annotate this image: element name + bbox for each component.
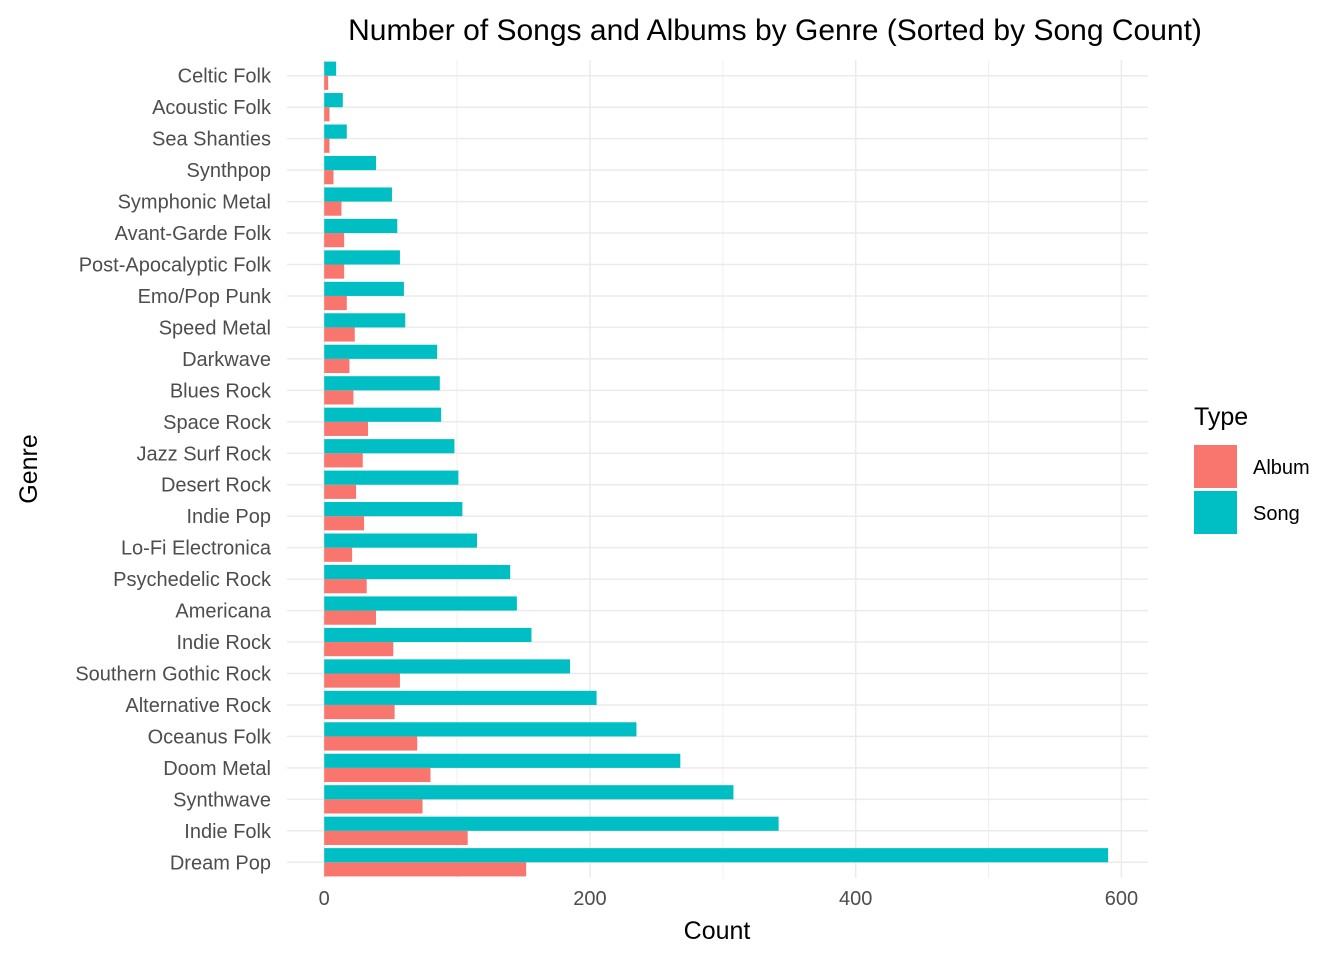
y-tick-label: Psychedelic Rock [113, 569, 272, 591]
bar-album [324, 358, 350, 374]
bar-song [324, 564, 511, 580]
bar-album [324, 421, 369, 436]
bar-album [324, 547, 353, 562]
y-tick-label: Desert Rock [161, 475, 272, 497]
y-tick-label: Post-Apocalyptic Folk [79, 255, 272, 277]
bar-song [324, 753, 681, 768]
chart-title: Number of Songs and Albums by Genre (Sor… [348, 14, 1202, 47]
bar-album [324, 736, 418, 751]
y-tick-label: Blues Rock [170, 380, 272, 402]
x-tick-label: 400 [839, 888, 872, 910]
bars [324, 61, 1109, 877]
bar-album [324, 516, 365, 531]
y-tick-label: Synthwave [173, 789, 271, 811]
bar-song [324, 250, 400, 265]
x-axis-ticks: 0 200 400 600 [319, 888, 1138, 910]
bar-album [324, 484, 357, 499]
y-tick-label: Indie Rock [177, 632, 272, 654]
bar-song [324, 627, 532, 643]
bar-song [324, 281, 404, 296]
bar-album [324, 673, 400, 688]
bar-album [324, 579, 367, 594]
bar-album [324, 704, 395, 720]
y-tick-label: Oceanus Folk [148, 726, 272, 748]
x-tick-label: 200 [573, 888, 606, 910]
bar-song [324, 502, 463, 517]
bar-album [324, 138, 330, 153]
y-tick-label: Space Rock [163, 412, 272, 434]
bar-album [324, 610, 377, 625]
bar-album [324, 830, 468, 845]
bar-song [324, 848, 1109, 863]
bar-song [324, 470, 459, 485]
y-tick-label: Jazz Surf Rock [137, 443, 272, 465]
y-tick-label: Speed Metal [159, 317, 271, 339]
legend-key-album [1194, 445, 1237, 488]
bar-song [324, 659, 571, 674]
y-tick-label: Acoustic Folk [152, 97, 272, 119]
y-tick-label: Indie Pop [186, 506, 271, 528]
x-tick-label: 600 [1105, 888, 1138, 910]
bar-song [324, 344, 438, 359]
y-tick-label: Dream Pop [170, 852, 271, 874]
bar-song [324, 690, 597, 705]
y-tick-label: Synthpop [186, 160, 271, 182]
y-tick-label: Southern Gothic Rock [75, 664, 272, 686]
y-tick-label: Symphonic Metal [118, 192, 271, 214]
x-axis-title: Count [684, 917, 751, 945]
bar-album [324, 233, 345, 248]
bar-song [324, 722, 637, 737]
bar-album [324, 642, 394, 657]
y-tick-label: Avant-Garde Folk [115, 223, 272, 245]
y-tick-label: Emo/Pop Punk [138, 286, 272, 308]
bar-song [324, 816, 779, 831]
bar-album [324, 75, 329, 90]
y-tick-label: Lo-Fi Electronica [121, 538, 272, 560]
x-tick-label: 0 [319, 888, 330, 910]
bar-song [324, 93, 343, 108]
y-tick-label: Alternative Rock [125, 695, 272, 717]
bar-album [324, 390, 354, 405]
bar-song [324, 187, 392, 202]
legend-label-album: Album [1253, 457, 1310, 479]
bar-album [324, 327, 355, 342]
bar-song [324, 61, 337, 76]
y-axis-ticks: Dream Pop Indie Folk Synthwave Doom Metal Oc… [75, 66, 272, 875]
y-tick-label: Darkwave [182, 349, 271, 371]
y-tick-label: Indie Folk [184, 821, 272, 843]
bar-song [324, 155, 377, 171]
y-axis-title: Genre [15, 434, 43, 503]
bar-song [324, 407, 442, 422]
bar-album [324, 107, 330, 122]
y-tick-label: Americana [175, 601, 271, 623]
bar-song [324, 124, 347, 139]
bar-song [324, 218, 398, 234]
bar-song [324, 785, 734, 800]
y-tick-label: Doom Metal [163, 758, 271, 780]
bar-album [324, 264, 345, 279]
legend-label-song: Song [1253, 503, 1300, 525]
bar-song [324, 439, 455, 454]
legend-key-song [1194, 491, 1237, 534]
bar-album [324, 295, 347, 311]
y-tick-label: Celtic Folk [178, 66, 272, 88]
bar-album [324, 453, 363, 468]
legend-title: Type [1194, 403, 1248, 431]
bar-song [324, 533, 478, 548]
bar-album [324, 201, 342, 216]
bar-song [324, 596, 517, 611]
y-tick-label: Sea Shanties [152, 129, 271, 151]
legend: Type Album Song [1194, 403, 1310, 534]
bar-song [324, 313, 406, 328]
bar-album [324, 862, 527, 877]
bar-album [324, 170, 334, 185]
bar-song [324, 376, 440, 391]
bar-album [324, 799, 423, 814]
bar-album [324, 767, 431, 783]
